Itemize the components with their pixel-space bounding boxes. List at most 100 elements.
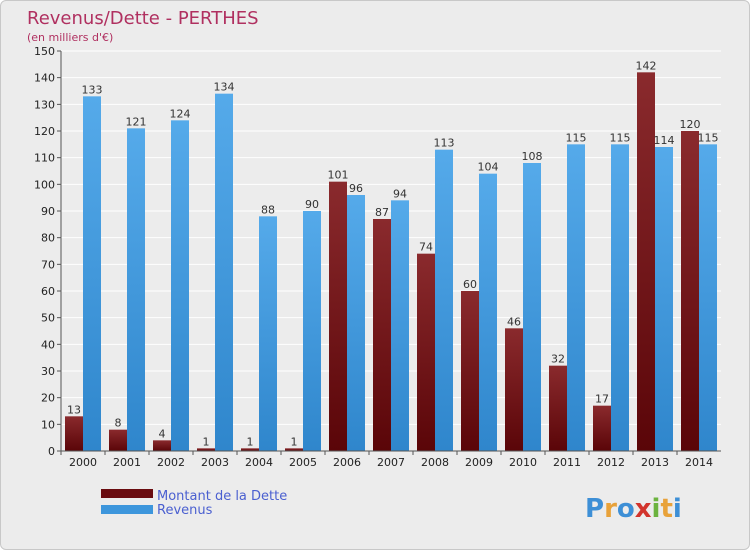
bar-revenus <box>303 211 321 451</box>
bar-debt <box>417 253 435 451</box>
data-label-debt: 120 <box>680 118 701 131</box>
data-label-revenus: 134 <box>214 81 235 94</box>
data-label-debt: 8 <box>115 417 122 430</box>
data-label-debt: 1 <box>291 435 298 448</box>
bar-revenus <box>567 144 585 452</box>
data-label-revenus: 96 <box>349 182 363 195</box>
bar-debt <box>109 429 127 451</box>
bar-revenus <box>479 173 497 451</box>
y-tick-label: 10 <box>41 418 55 431</box>
bar-debt <box>681 131 699 451</box>
logo-letter: r <box>604 494 617 524</box>
data-label-revenus: 94 <box>393 187 407 200</box>
x-tick-label: 2004 <box>245 456 273 469</box>
data-label-revenus: 88 <box>261 203 275 216</box>
bar-debt <box>65 416 83 451</box>
data-label-revenus: 133 <box>82 83 103 96</box>
bar-debt <box>593 405 611 451</box>
x-tick-label: 2009 <box>465 456 493 469</box>
data-label-revenus: 113 <box>434 137 455 150</box>
bar-debt <box>373 219 391 451</box>
legend: Montant de la Dette Revenus <box>101 489 287 518</box>
proxiti-logo: Proxiti <box>585 494 682 524</box>
legend-swatch-debt <box>101 489 153 498</box>
y-tick-label: 50 <box>41 312 55 325</box>
data-label-debt: 74 <box>419 241 433 254</box>
data-label-debt: 1 <box>203 435 210 448</box>
data-label-debt: 1 <box>247 435 254 448</box>
data-label-debt: 101 <box>328 169 349 182</box>
bar-debt <box>505 328 523 451</box>
data-label-revenus: 124 <box>170 107 191 120</box>
data-label-revenus: 114 <box>654 134 675 147</box>
logo-letter: i <box>673 494 682 524</box>
data-label-debt: 32 <box>551 353 565 366</box>
logo-letter: o <box>617 494 635 524</box>
data-label-debt: 13 <box>67 403 81 416</box>
data-label-debt: 60 <box>463 278 477 291</box>
y-tick-label: 150 <box>34 45 55 58</box>
y-tick-label: 110 <box>34 152 55 165</box>
bar-debt <box>197 448 215 451</box>
bar-revenus <box>171 120 189 451</box>
y-tick-label: 140 <box>34 72 55 85</box>
y-tick-label: 100 <box>34 178 55 191</box>
logo-letter: t <box>660 494 672 524</box>
x-tick-label: 2011 <box>553 456 581 469</box>
bar-revenus <box>699 144 717 452</box>
bar-revenus <box>83 96 101 451</box>
x-tick-label: 2006 <box>333 456 361 469</box>
bar-revenus <box>655 147 673 451</box>
data-label-debt: 87 <box>375 206 389 219</box>
x-tick-label: 2008 <box>421 456 449 469</box>
bar-debt <box>461 291 479 451</box>
y-tick-label: 90 <box>41 205 55 218</box>
logo-letter: P <box>585 494 604 524</box>
bar-revenus <box>391 200 409 451</box>
data-label-revenus: 115 <box>566 131 587 144</box>
data-label-revenus: 115 <box>610 131 631 144</box>
data-label-revenus: 115 <box>698 131 719 144</box>
y-tick-label: 70 <box>41 258 55 271</box>
bar-revenus <box>523 163 541 451</box>
y-tick-label: 20 <box>41 392 55 405</box>
data-label-revenus: 104 <box>478 161 499 174</box>
bar-debt <box>637 72 655 451</box>
bar-revenus <box>259 216 277 451</box>
chart-title: Revenus/Dette - PERTHES <box>27 8 259 29</box>
bar-revenus <box>127 128 145 451</box>
y-tick-label: 60 <box>41 285 55 298</box>
axis-layer: 0 10 20 30 40 50 60 70 80 90 100 110 120 130 140 150 200… <box>34 45 721 469</box>
data-label-revenus: 121 <box>126 115 147 128</box>
x-tick-label: 2005 <box>289 456 317 469</box>
x-tick-label: 2003 <box>201 456 229 469</box>
data-label-debt: 4 <box>159 427 166 440</box>
x-tick-label: 2007 <box>377 456 405 469</box>
legend-swatch-revenus <box>101 505 153 514</box>
bar-debt <box>241 448 259 451</box>
x-tick-label: 2000 <box>69 456 97 469</box>
bar-debt <box>549 365 567 451</box>
bar-revenus <box>435 149 453 451</box>
bar-debt <box>285 448 303 451</box>
bar-revenus <box>215 93 233 452</box>
bar-debt <box>329 181 347 451</box>
y-tick-label: 40 <box>41 338 55 351</box>
y-tick-label: 0 <box>48 445 55 458</box>
bar-debt <box>153 440 171 451</box>
y-tick-label: 80 <box>41 232 55 245</box>
data-label-revenus: 90 <box>305 198 319 211</box>
bar-revenus <box>347 195 365 451</box>
legend-label-revenus: Revenus <box>157 503 213 518</box>
data-label-debt: 142 <box>636 59 657 72</box>
bar-revenus <box>611 144 629 452</box>
y-tick-label: 130 <box>34 98 55 111</box>
data-label-debt: 17 <box>595 393 609 406</box>
logo-letter: i <box>652 494 661 524</box>
bars-layer <box>65 72 717 452</box>
y-tick-label: 120 <box>34 125 55 138</box>
y-tick-label: 30 <box>41 365 55 378</box>
